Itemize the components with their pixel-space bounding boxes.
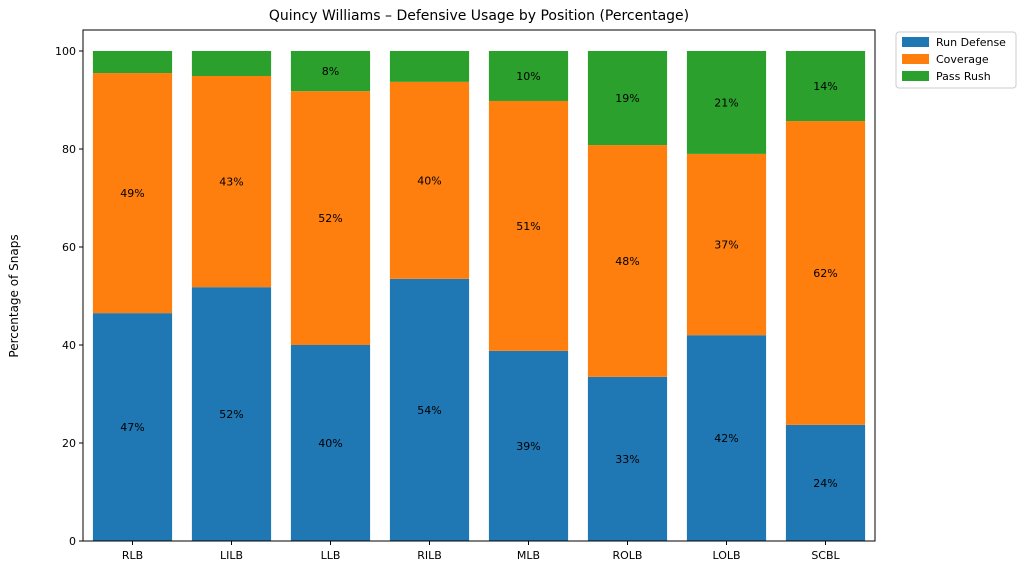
y-tick-label: 80 [62, 143, 76, 156]
plot-frame [82, 29, 876, 542]
y-tick-label: 60 [62, 241, 76, 254]
legend: Run Defense Coverage Pass Rush [895, 31, 1017, 89]
y-axis-label: Percentage of Snaps [7, 234, 21, 357]
bar-segment-pass-rush [686, 51, 767, 154]
bar-segment-run-defense [488, 350, 569, 541]
bar-segment-pass-rush [587, 51, 668, 146]
legend-swatch [902, 37, 929, 47]
bar-segment-coverage [785, 121, 866, 425]
chart-title: Quincy Williams – Defensive Usage by Pos… [269, 8, 689, 24]
x-tick-label: ROLB [613, 549, 643, 562]
bar-segment-run-defense [191, 287, 272, 541]
bar-segment-coverage [389, 81, 470, 279]
data-label: 43% [219, 176, 243, 189]
bar-segment-pass-rush [191, 51, 272, 76]
data-label: 47% [120, 421, 144, 434]
bar-segment-run-defense [686, 335, 767, 541]
data-label: 42% [714, 432, 738, 445]
bar-segment-pass-rush [92, 51, 173, 74]
x-tick-label: RLB [122, 549, 143, 562]
x-tick-label: SCBL [811, 549, 840, 562]
bar-segment-pass-rush [389, 51, 470, 82]
data-label: 52% [318, 212, 342, 225]
legend-swatch [902, 71, 929, 81]
data-label: 10% [516, 70, 540, 83]
data-label: 40% [318, 437, 342, 450]
legend-label: Pass Rush [936, 70, 991, 83]
bar-segment-run-defense [92, 313, 173, 541]
y-tick-label: 100 [55, 45, 76, 58]
data-label: 39% [516, 440, 540, 453]
bar-segment-coverage [92, 73, 173, 314]
y-tick-label: 0 [69, 535, 76, 548]
data-label: 8% [322, 65, 339, 78]
data-label: 40% [417, 174, 441, 187]
bar-segment-coverage [191, 75, 272, 288]
bar-segment-pass-rush [785, 51, 866, 122]
x-tick-label: LLB [321, 549, 341, 562]
data-label: 37% [714, 239, 738, 252]
data-label: 14% [813, 80, 837, 93]
bar-segment-run-defense [587, 376, 668, 541]
bar-segment-coverage [488, 100, 569, 351]
legend-swatch [902, 54, 929, 64]
data-label: 19% [615, 92, 639, 105]
data-label: 49% [120, 187, 144, 200]
legend-label: Coverage [936, 53, 989, 66]
bar-segment-run-defense [785, 424, 866, 541]
bar-segment-coverage [290, 91, 371, 346]
y-tick-label: 40 [62, 339, 76, 352]
bar-segment-pass-rush [488, 51, 569, 101]
data-label: 33% [615, 453, 639, 466]
y-tick-label: 20 [62, 437, 76, 450]
legend-label: Run Defense [936, 36, 1006, 49]
data-label: 52% [219, 408, 243, 421]
data-label: 48% [615, 255, 639, 268]
data-label: 54% [417, 404, 441, 417]
data-label: 51% [516, 220, 540, 233]
bar-segment-pass-rush [290, 51, 371, 92]
bar-segment-run-defense [389, 278, 470, 541]
x-tick-label: LOLB [712, 549, 740, 562]
x-tick-label: RILB [417, 549, 442, 562]
bar-segment-coverage [686, 153, 767, 336]
data-label: 21% [714, 96, 738, 109]
x-tick-label: LILB [220, 549, 243, 562]
data-label: 62% [813, 267, 837, 280]
bar-segment-run-defense [290, 345, 371, 541]
bar-segment-coverage [587, 145, 668, 377]
x-tick-label: MLB [517, 549, 540, 562]
data-label: 24% [813, 477, 837, 490]
